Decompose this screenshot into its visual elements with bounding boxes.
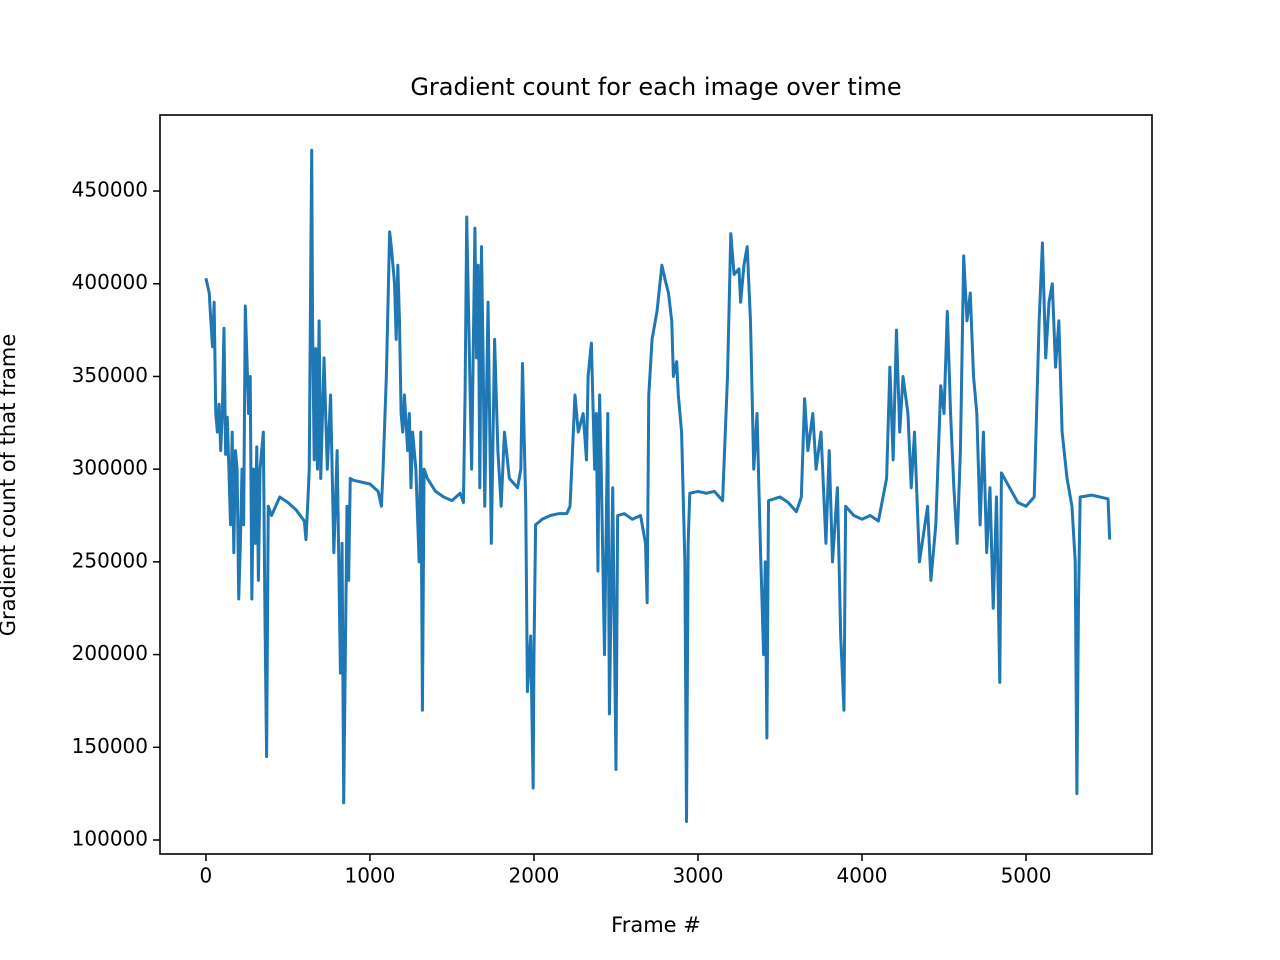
x-tick-label: 0 [200, 864, 213, 888]
y-tick-label: 400000 [72, 270, 148, 294]
x-axis-label: Frame # [611, 913, 701, 937]
x-tick-label: 1000 [344, 864, 395, 888]
chart-title: Gradient count for each image over time [410, 73, 901, 101]
y-tick-label: 450000 [72, 178, 148, 202]
y-tick-label: 100000 [72, 827, 148, 851]
y-tick-label: 150000 [72, 734, 148, 758]
x-tick-label: 4000 [837, 864, 888, 888]
y-axis-label: Gradient count of that frame [0, 334, 20, 637]
data-line [204, 148, 1112, 823]
plot-frame [159, 114, 1153, 855]
y-tick-label: 250000 [72, 548, 148, 572]
x-tick-label: 3000 [673, 864, 724, 888]
y-tick-label: 200000 [72, 641, 148, 665]
y-tick-label: 300000 [72, 456, 148, 480]
x-tick-label: 5000 [1001, 864, 1052, 888]
x-tick-label: 2000 [509, 864, 560, 888]
y-tick-label: 350000 [72, 363, 148, 387]
